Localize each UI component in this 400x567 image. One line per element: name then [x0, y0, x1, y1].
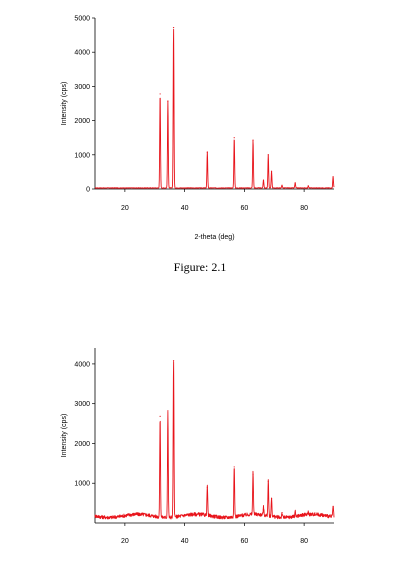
c1-peak-4 — [233, 137, 235, 139]
c1-x-tick-label-20: 20 — [121, 205, 129, 212]
c2-peak-7 — [267, 480, 269, 482]
c1-y-tick-label-5000: 5000 — [74, 16, 90, 23]
c1-x-tick-label-40: 40 — [181, 205, 189, 212]
xrd-chart-1: 0 1000 2000 3000 4000 5000 20 40 60 80 Intensity (… — [61, 16, 335, 241]
c2-series-line — [94, 361, 335, 520]
c1-peak-2 — [172, 26, 175, 29]
c1-y-axis-title: Intensity (cps) — [61, 82, 68, 126]
c1-peak-10 — [294, 182, 296, 184]
c2-x-tick-label-80: 80 — [300, 538, 308, 545]
c2-peak-1 — [167, 410, 169, 412]
figure-caption: Figure: 2.1 — [173, 260, 227, 274]
c2-y-tick-label-3000: 3000 — [74, 401, 90, 408]
c1-peak-9 — [281, 184, 283, 186]
c2-y-axis-title: Intensity (cps) — [61, 414, 68, 458]
c1-peak-5 — [252, 139, 254, 141]
c2-y-tick-label-4000: 4000 — [74, 361, 90, 368]
c1-peak-8 — [270, 170, 273, 172]
c1-y-tick-label-0: 0 — [86, 187, 90, 194]
c2-peak-9 — [281, 512, 283, 514]
c1-peak-3 — [206, 151, 208, 153]
c1-y-tick-label-2000: 2000 — [74, 118, 90, 125]
c1-y-tick-label-1000: 1000 — [74, 152, 90, 159]
c1-peak-7 — [267, 154, 269, 156]
c1-peak-11 — [307, 185, 309, 187]
c1-x-axis-title: 2-theta (deg) — [194, 234, 234, 241]
c2-peak-4 — [233, 466, 235, 468]
c1-peak-1 — [167, 100, 169, 102]
c2-peak-11 — [307, 513, 309, 515]
c2-x-tick-label-60: 60 — [240, 538, 248, 545]
c1-x-tick-label-60: 60 — [240, 205, 248, 212]
c1-peak-6 — [262, 179, 265, 181]
c2-peak-8 — [270, 497, 273, 499]
c2-peak-0 — [159, 415, 161, 418]
c2-peak-10 — [294, 511, 296, 513]
c2-peak-5 — [252, 473, 254, 475]
c1-x-tick-label-80: 80 — [300, 205, 308, 212]
c2-peak-6 — [262, 508, 265, 510]
c1-y-tick-label-3000: 3000 — [74, 84, 90, 91]
c2-x-tick-label-40: 40 — [181, 538, 189, 545]
c2-x-tick-label-20: 20 — [121, 538, 129, 545]
c2-y-tick-label-1000: 1000 — [74, 481, 90, 488]
c1-peak-0 — [159, 93, 161, 95]
c1-y-tick-label-4000: 4000 — [74, 50, 90, 57]
c2-peak-3 — [206, 486, 208, 488]
c2-peak-12 — [332, 505, 334, 507]
c2-peak-2 — [172, 360, 175, 362]
c2-y-tick-label-2000: 2000 — [74, 441, 90, 448]
c1-series-line — [94, 28, 335, 189]
c1-peak-12 — [332, 176, 334, 178]
